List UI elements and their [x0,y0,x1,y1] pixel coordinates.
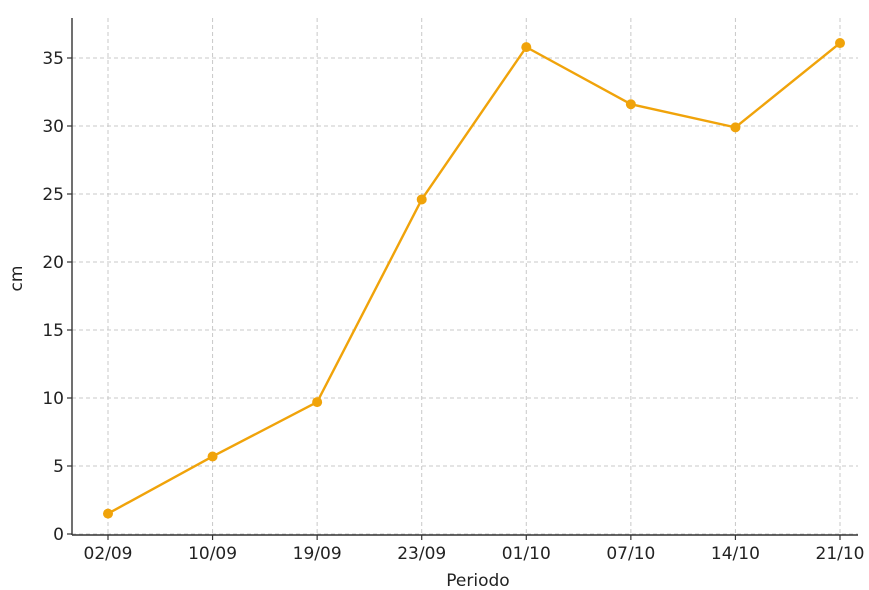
data-point [625,99,636,110]
y-tick-label: 25 [42,185,64,205]
y-tick-label: 5 [53,457,64,477]
data-point [835,38,845,49]
data-point [521,42,532,53]
series-line [107,42,841,515]
y-tick-label: 0 [53,525,64,545]
x-tick-label: 21/10 [816,544,865,564]
y-axis-ticks: 0 5 10 15 20 25 30 35 [42,49,72,545]
y-tick-label: 20 [42,253,64,273]
x-tick-label: 10/09 [188,544,237,564]
data-point [730,122,741,133]
x-axis-title: Periodo [446,571,509,590]
y-tick-label: 15 [42,321,64,341]
series [103,38,845,519]
data-point [207,451,218,462]
x-tick-label: 14/10 [711,544,760,564]
y-tick-label: 10 [42,389,64,409]
x-axis-ticks: 02/09 10/09 19/09 23/09 01/10 07/10 14/10 21/10 [84,535,865,564]
y-tick-label: 35 [42,49,64,69]
x-tick-label: 07/10 [606,544,655,564]
x-tick-label: 02/09 [84,544,133,564]
data-point [312,397,323,408]
x-tick-label: 19/09 [293,544,342,564]
data-point [103,508,113,519]
y-tick-label: 30 [42,117,64,137]
axes [71,18,858,536]
y-axis-title: cm [7,266,27,292]
x-tick-label: 23/09 [397,544,446,564]
grid [72,18,858,535]
x-tick-label: 01/10 [502,544,551,564]
data-point [416,194,427,205]
